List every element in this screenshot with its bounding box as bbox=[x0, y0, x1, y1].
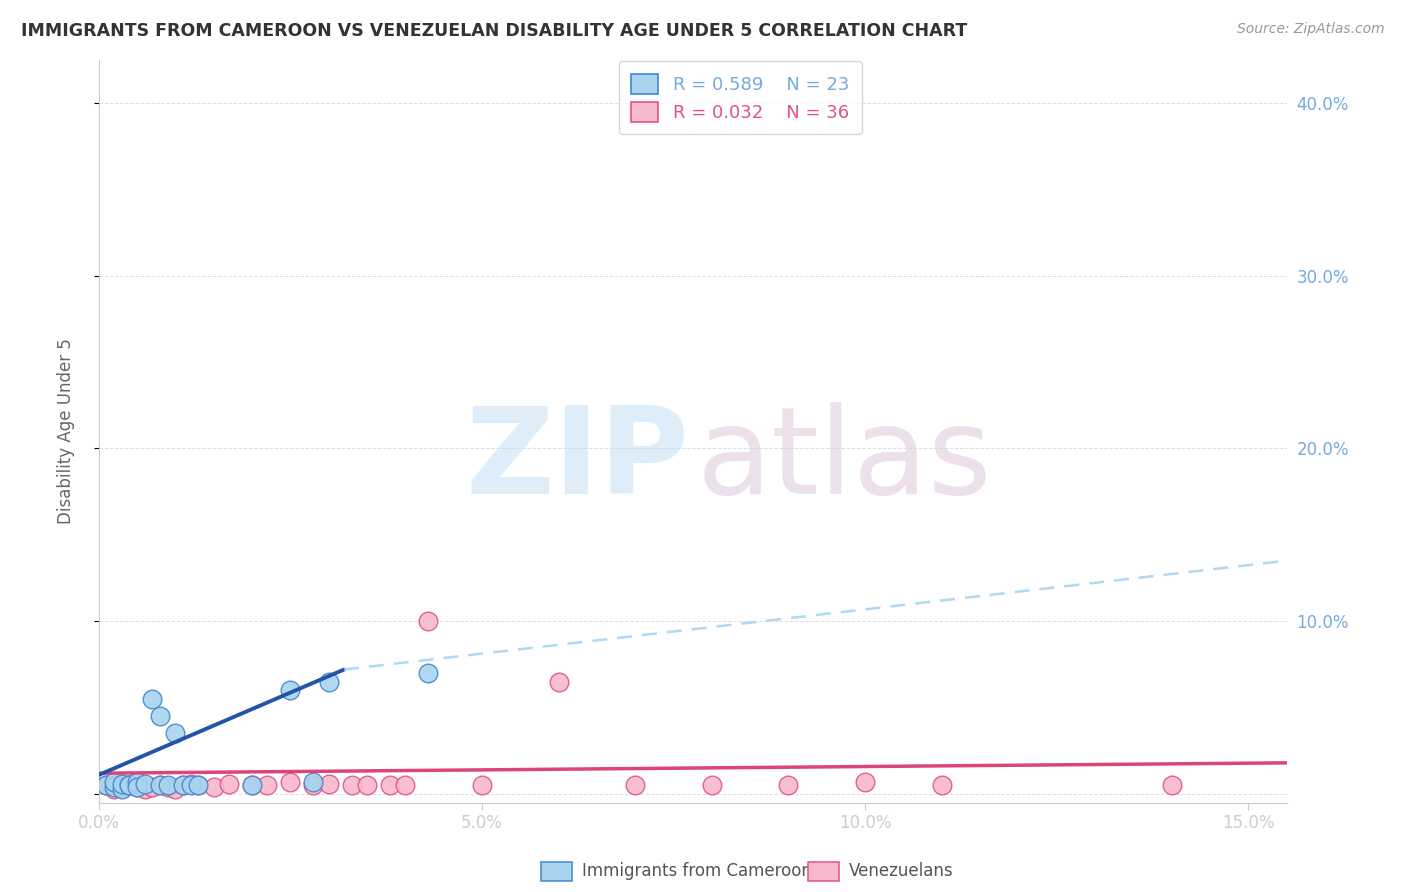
Point bbox=[156, 778, 179, 792]
Point bbox=[141, 780, 163, 794]
Point bbox=[180, 776, 202, 790]
Point bbox=[302, 778, 325, 792]
Y-axis label: Disability Age Under 5: Disability Age Under 5 bbox=[58, 338, 75, 524]
Point bbox=[127, 775, 149, 789]
Text: Immigrants from Cameroon: Immigrants from Cameroon bbox=[582, 863, 811, 880]
Point bbox=[1160, 778, 1182, 792]
Text: ZIP: ZIP bbox=[465, 402, 689, 519]
Point bbox=[240, 778, 263, 792]
Point bbox=[340, 778, 363, 792]
Point bbox=[127, 775, 149, 789]
Point bbox=[134, 776, 156, 790]
Point bbox=[547, 674, 569, 689]
Text: IMMIGRANTS FROM CAMEROON VS VENEZUELAN DISABILITY AGE UNDER 5 CORRELATION CHART: IMMIGRANTS FROM CAMEROON VS VENEZUELAN D… bbox=[21, 22, 967, 40]
Point bbox=[96, 778, 118, 792]
Point bbox=[418, 614, 440, 628]
Point bbox=[280, 683, 302, 698]
Point bbox=[103, 780, 125, 794]
Point bbox=[103, 775, 125, 789]
Text: Venezuelans: Venezuelans bbox=[849, 863, 953, 880]
Point bbox=[218, 776, 240, 790]
Point bbox=[127, 780, 149, 794]
Point bbox=[624, 778, 647, 792]
Point bbox=[96, 778, 118, 792]
Point bbox=[149, 709, 172, 723]
Point bbox=[127, 780, 149, 794]
Point bbox=[318, 776, 340, 790]
Point bbox=[240, 778, 263, 792]
Point bbox=[165, 781, 187, 796]
Point bbox=[378, 778, 401, 792]
Point bbox=[202, 780, 225, 794]
Point bbox=[394, 778, 416, 792]
Point bbox=[318, 674, 340, 689]
Point bbox=[103, 778, 125, 792]
Point bbox=[149, 778, 172, 792]
Text: Source: ZipAtlas.com: Source: ZipAtlas.com bbox=[1237, 22, 1385, 37]
Point bbox=[111, 776, 134, 790]
Point bbox=[111, 781, 134, 796]
Legend: R = 0.589    N = 23, R = 0.032    N = 36: R = 0.589 N = 23, R = 0.032 N = 36 bbox=[619, 62, 862, 135]
Point bbox=[280, 775, 302, 789]
Point bbox=[187, 778, 209, 792]
Point bbox=[778, 778, 800, 792]
Point bbox=[118, 778, 141, 792]
Point bbox=[103, 781, 125, 796]
Point bbox=[931, 778, 953, 792]
Point bbox=[165, 726, 187, 740]
Point bbox=[118, 778, 141, 792]
Point bbox=[302, 775, 325, 789]
Point bbox=[141, 692, 163, 706]
Point bbox=[180, 778, 202, 792]
Point bbox=[134, 781, 156, 796]
Point bbox=[149, 778, 172, 792]
Point bbox=[187, 778, 209, 792]
Point bbox=[418, 665, 440, 680]
Point bbox=[156, 780, 179, 794]
Point bbox=[356, 778, 378, 792]
Point bbox=[111, 776, 134, 790]
Point bbox=[853, 775, 876, 789]
Text: atlas: atlas bbox=[696, 402, 991, 519]
Point bbox=[256, 778, 278, 792]
Point bbox=[172, 778, 194, 792]
Point bbox=[700, 778, 723, 792]
Point bbox=[118, 778, 141, 792]
Point bbox=[471, 778, 494, 792]
Point bbox=[172, 778, 194, 792]
Point bbox=[111, 780, 134, 794]
